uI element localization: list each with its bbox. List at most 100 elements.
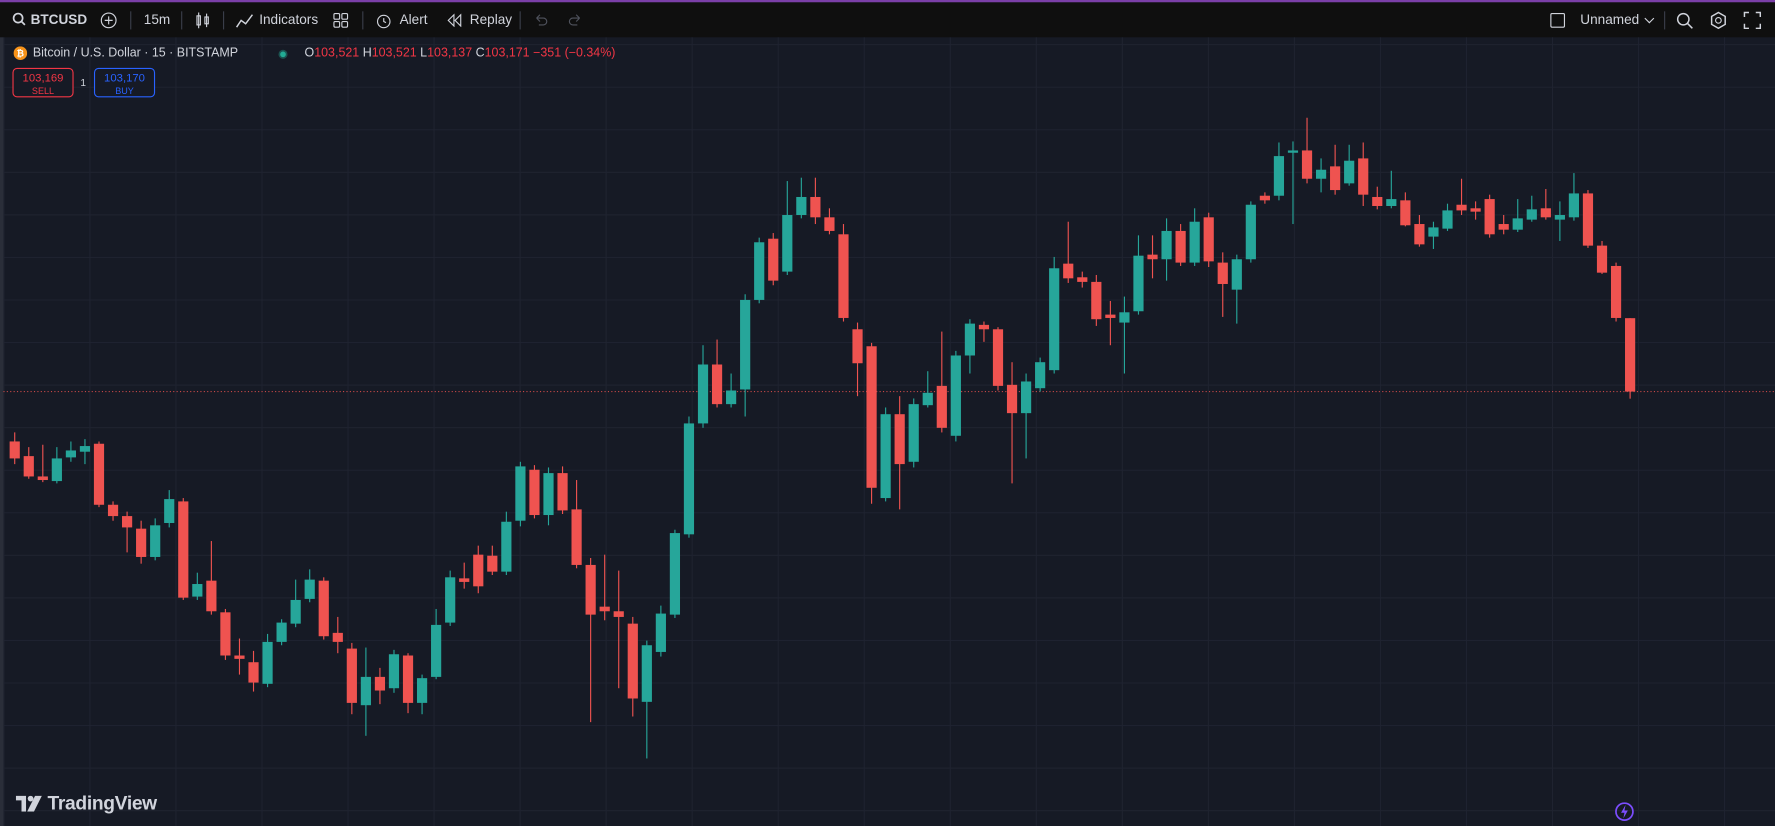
candle-body	[768, 238, 779, 281]
brand: TradingView	[47, 792, 158, 814]
settings[interactable]	[1709, 11, 1727, 30]
buy-button[interactable]: 103,170 BUY	[93, 67, 156, 98]
brand-logo	[15, 795, 42, 812]
candle-body	[318, 580, 329, 637]
candle-body	[1231, 259, 1242, 290]
candle-body	[641, 645, 652, 702]
layout-menu[interactable]	[1644, 16, 1655, 25]
quick-search[interactable]	[1675, 11, 1693, 29]
candle-body	[697, 364, 709, 424]
candle-body	[220, 612, 231, 656]
templates[interactable]	[333, 12, 349, 28]
ohlc-legend: O103,521 H103,521 L103,137 C103,171 −351…	[305, 46, 616, 61]
candle-body	[262, 641, 273, 684]
candle-body	[599, 606, 610, 612]
candle-body	[1147, 254, 1158, 260]
replay-icon[interactable]	[447, 13, 463, 28]
candle-body	[121, 516, 133, 528]
candle-body	[150, 525, 161, 557]
candle-body	[1091, 281, 1102, 320]
candlestick-chart	[3, 117, 1775, 759]
redo[interactable]	[567, 14, 583, 28]
candle-body	[402, 655, 414, 703]
candle-body	[754, 242, 765, 300]
low-value: 103,137	[427, 46, 473, 60]
chart-type[interactable]	[194, 11, 212, 29]
candle-body	[178, 501, 189, 598]
candle-body	[93, 443, 105, 505]
market-status	[278, 49, 288, 59]
candle-body	[1358, 158, 1369, 195]
low-key: L	[420, 46, 428, 60]
high-value: 103,521	[371, 46, 417, 60]
candle-body	[1568, 193, 1580, 218]
candle-body	[290, 599, 301, 624]
candle-body	[1133, 255, 1144, 312]
layout-name[interactable]: Unnamed	[1580, 11, 1640, 28]
candle-body	[866, 346, 877, 488]
indicators[interactable]: Indicators	[259, 11, 319, 28]
candle-body	[1175, 230, 1186, 263]
candle-body	[1625, 318, 1636, 392]
high-key: H	[362, 46, 372, 60]
candle-body	[810, 196, 821, 218]
candle-body	[1119, 312, 1130, 323]
candle-body	[1161, 230, 1172, 260]
candle-body	[51, 458, 62, 482]
candle-body	[1442, 210, 1453, 229]
undo[interactable]	[533, 14, 549, 28]
replay[interactable]: Replay	[469, 11, 513, 28]
candle-body	[1400, 200, 1411, 226]
candle-body	[1049, 268, 1060, 371]
candle-body	[1414, 224, 1425, 245]
candle-body	[374, 676, 386, 691]
btc-icon: ₿	[13, 46, 28, 60]
candle-body	[908, 404, 919, 462]
candle-body	[992, 329, 1004, 386]
candle-body	[740, 299, 751, 390]
interval[interactable]: 15m	[143, 11, 171, 28]
candle-body	[1006, 384, 1018, 414]
candle-body	[431, 624, 442, 677]
layout-icon[interactable]	[1550, 12, 1566, 28]
fullscreen[interactable]	[1743, 11, 1762, 30]
candle-body	[585, 564, 596, 615]
symbol[interactable]: BTCUSD	[30, 11, 88, 28]
candle-body	[276, 622, 287, 642]
sell-button[interactable]: 103,169 SELL	[12, 67, 74, 98]
candle-body	[543, 473, 554, 516]
candle-body	[1484, 199, 1495, 235]
candle-body	[1063, 263, 1074, 279]
alert-icon[interactable]	[375, 11, 393, 29]
assistant-icon[interactable]	[1613, 800, 1636, 823]
candle-body	[880, 414, 891, 499]
search-icon[interactable]	[11, 11, 27, 27]
candle-body	[726, 390, 737, 405]
indicators-icon[interactable]	[235, 11, 254, 29]
candle-body	[1372, 196, 1383, 206]
candle-body	[1217, 262, 1228, 284]
candle-body	[1035, 362, 1046, 389]
candle-body	[529, 469, 540, 516]
candle-body	[1273, 156, 1285, 196]
candle-body	[501, 521, 512, 572]
candle-body	[1203, 217, 1214, 262]
candle-body	[23, 456, 34, 477]
candle-body	[1428, 227, 1439, 237]
candle-body	[978, 324, 990, 330]
candle-body	[1582, 193, 1594, 246]
candle-body	[950, 355, 961, 436]
candle-body	[79, 446, 91, 452]
candle-body	[1287, 150, 1299, 153]
candle-body	[796, 196, 807, 216]
alert[interactable]: Alert	[399, 11, 428, 28]
quantity[interactable]: 1	[80, 76, 87, 89]
add-symbol[interactable]	[100, 11, 118, 29]
buy-price: 103,170	[104, 72, 145, 85]
candle-body	[346, 648, 357, 703]
candle-body	[459, 578, 470, 582]
candle-body	[37, 476, 48, 481]
candle-body	[922, 392, 933, 406]
candle-body	[487, 555, 498, 572]
candle-body	[332, 632, 343, 642]
